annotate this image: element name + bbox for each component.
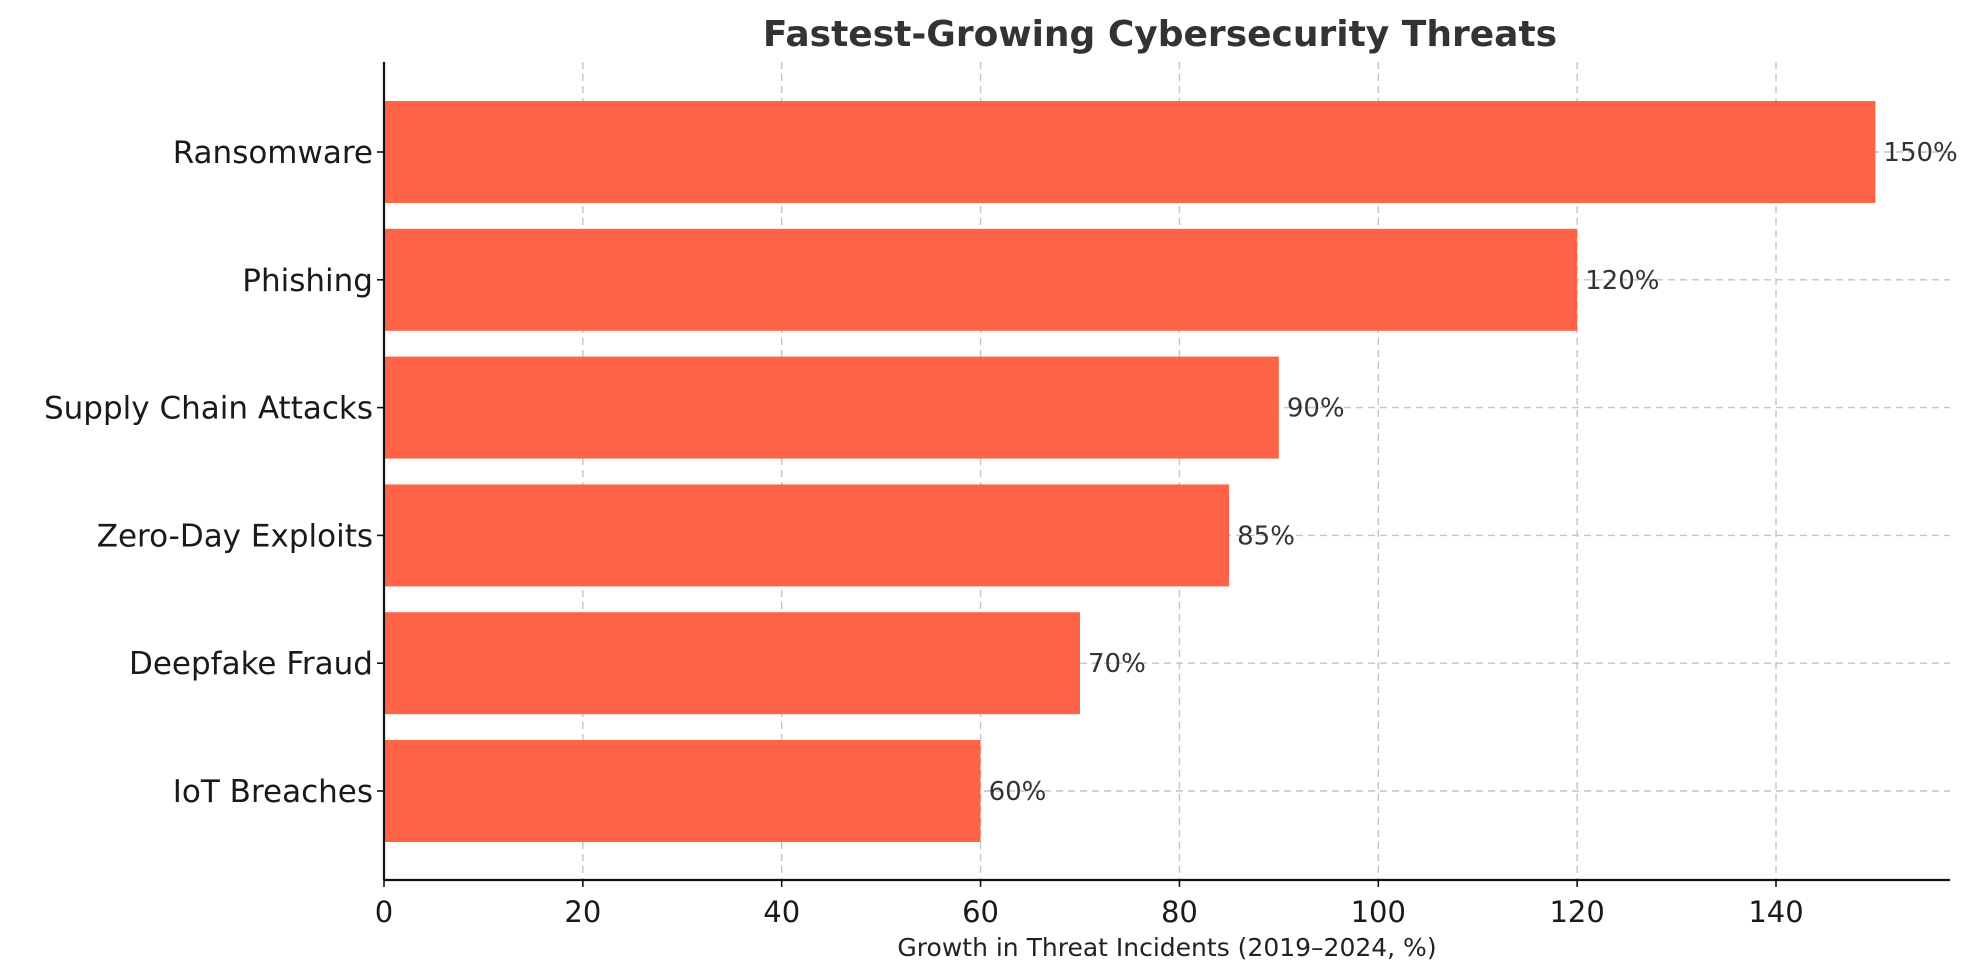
x-tick-label: 120 xyxy=(1549,895,1604,929)
y-tick-label: Ransomware xyxy=(173,135,373,171)
y-tick-label: Phishing xyxy=(242,263,373,299)
x-axis-label: Growth in Threat Incidents (2019–2024, %… xyxy=(897,933,1436,962)
bar xyxy=(384,612,1080,715)
bar-value-label: 120% xyxy=(1585,266,1659,296)
data-labels: 150% 120% 90% 85% 70% 60% xyxy=(989,138,1958,807)
y-axis-ticks: Ransomware Phishing Supply Chain Attacks Ze… xyxy=(44,135,384,810)
bar xyxy=(384,228,1578,331)
x-axis-ticks: 0 20 40 60 80 100 120 140 xyxy=(375,880,1804,929)
bar xyxy=(384,101,1876,203)
bar-value-label: 150% xyxy=(1883,138,1957,168)
x-tick-label: 100 xyxy=(1351,895,1406,929)
bar xyxy=(384,740,981,842)
bar-value-label: 85% xyxy=(1237,521,1295,551)
x-tick-label: 60 xyxy=(962,895,999,929)
y-tick-label: Deepfake Fraud xyxy=(129,646,373,682)
bar-value-label: 60% xyxy=(989,777,1047,807)
y-tick-label: Supply Chain Attacks xyxy=(44,391,373,427)
x-tick-label: 140 xyxy=(1748,895,1803,929)
chart-title: Fastest-Growing Cybersecurity Threats xyxy=(763,14,1557,55)
bar-value-label: 70% xyxy=(1088,649,1146,679)
x-tick-label: 40 xyxy=(763,895,800,929)
bar-value-label: 90% xyxy=(1287,394,1345,424)
bar xyxy=(384,484,1230,587)
x-tick-label: 80 xyxy=(1161,895,1198,929)
y-tick-label: Zero-Day Exploits xyxy=(97,518,373,554)
bars xyxy=(384,101,1876,842)
x-tick-label: 0 xyxy=(375,895,393,929)
x-tick-label: 20 xyxy=(564,895,601,929)
y-tick-label: IoT Breaches xyxy=(173,774,373,810)
bar xyxy=(384,356,1279,459)
